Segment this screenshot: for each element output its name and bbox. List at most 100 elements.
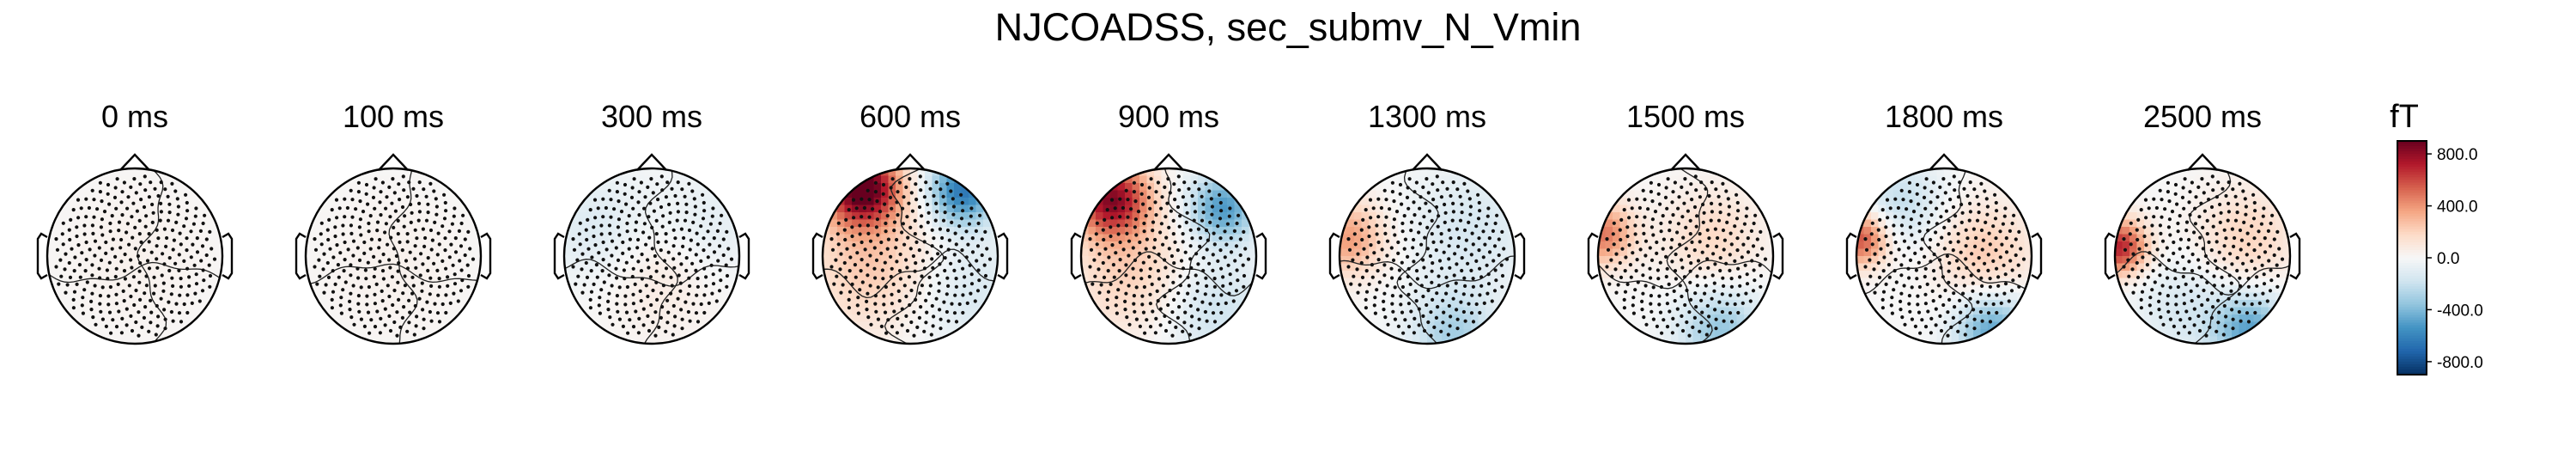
sensor-dot bbox=[444, 209, 448, 213]
topomap-cell bbox=[717, 314, 726, 323]
topomap-cell bbox=[1390, 183, 1399, 192]
sensor-dot bbox=[1443, 202, 1447, 207]
topomap-cell bbox=[1361, 241, 1370, 250]
topomap-cell bbox=[1434, 234, 1443, 242]
topomap-cell bbox=[1413, 205, 1421, 213]
topomap-cell bbox=[149, 329, 158, 338]
topomap-cell bbox=[925, 212, 933, 221]
topomap-cell bbox=[652, 256, 660, 265]
topomap-cell bbox=[1507, 256, 1515, 265]
topomap-cell bbox=[1434, 168, 1443, 177]
sensor-dot bbox=[390, 201, 394, 205]
topomap-cell bbox=[954, 198, 963, 206]
topomap-cell bbox=[666, 307, 675, 315]
topomap-cell bbox=[127, 336, 136, 344]
sensor-dot bbox=[1365, 255, 1370, 259]
sensor-dot bbox=[1116, 223, 1121, 228]
topomap-cell bbox=[91, 248, 100, 257]
topomap-cell bbox=[946, 271, 955, 279]
topomap-cell bbox=[644, 285, 653, 294]
topomap-cell bbox=[1176, 263, 1184, 272]
topomap-cell bbox=[1183, 292, 1192, 301]
sensor-dot bbox=[594, 263, 599, 267]
topomap-cell bbox=[1219, 205, 1228, 213]
sensor-dot bbox=[208, 284, 212, 289]
sensor-dot bbox=[1462, 181, 1467, 186]
topomap-cell bbox=[579, 278, 587, 286]
topomap-cell bbox=[1242, 248, 1250, 257]
topomap-cell bbox=[1198, 190, 1206, 198]
topomap-cell bbox=[1176, 256, 1184, 265]
sensor-dot bbox=[616, 258, 621, 262]
topomap-cell bbox=[1361, 183, 1370, 192]
topomap-cell bbox=[185, 219, 194, 228]
sensor-dot bbox=[373, 292, 377, 296]
topomap-cell bbox=[896, 205, 904, 213]
sensor-dot bbox=[1209, 197, 1213, 201]
topomap-cell bbox=[710, 256, 719, 265]
topomap-cell bbox=[688, 227, 696, 235]
sensor-dot bbox=[395, 310, 399, 314]
topomap-cell bbox=[306, 263, 314, 272]
sensor-dot bbox=[391, 302, 395, 308]
sensor-dot bbox=[1105, 208, 1109, 212]
topomap-cell bbox=[1463, 241, 1472, 250]
topomap-cell bbox=[844, 271, 853, 279]
topomap-cell bbox=[917, 198, 926, 206]
sensor-dot bbox=[585, 237, 589, 242]
sensor-dot bbox=[1476, 217, 1481, 221]
topomap-cell bbox=[725, 285, 733, 294]
topomap-cell bbox=[349, 300, 358, 308]
topomap-cell bbox=[83, 198, 92, 206]
topomap-cell bbox=[76, 329, 85, 338]
topomap-cell bbox=[98, 234, 106, 242]
topomap-cell bbox=[1169, 234, 1177, 242]
sensor-dot bbox=[58, 258, 63, 262]
topomap-cell bbox=[1434, 190, 1443, 198]
sensor-dot bbox=[1447, 303, 1451, 308]
topomap-cell bbox=[1190, 278, 1199, 286]
topomap-cell bbox=[320, 300, 329, 308]
topomap-cell bbox=[1471, 183, 1479, 192]
topomap-cell bbox=[1346, 263, 1355, 272]
topomap-cell bbox=[142, 183, 150, 192]
sensor-dot bbox=[1445, 186, 1449, 191]
sensor-dot bbox=[93, 239, 98, 243]
topomap-cell bbox=[379, 234, 387, 242]
sensor-dot bbox=[1093, 274, 1097, 278]
topomap-cell bbox=[644, 241, 653, 250]
sensor-dot bbox=[879, 240, 884, 245]
topomap-cell bbox=[579, 314, 587, 323]
topomap-cell bbox=[1096, 205, 1104, 213]
topomap-cell bbox=[1125, 241, 1133, 250]
topomap-cell bbox=[1492, 314, 1501, 323]
topomap-cell bbox=[717, 256, 726, 265]
sensor-dot bbox=[706, 255, 710, 259]
topomap-cell bbox=[1463, 248, 1472, 257]
topomap-cell bbox=[342, 271, 350, 279]
topomap-cell bbox=[593, 271, 602, 279]
topomap-cell bbox=[910, 336, 919, 344]
sensor-dot bbox=[1460, 256, 1464, 260]
topomap-cell bbox=[429, 256, 438, 265]
topomap-cell bbox=[1125, 234, 1133, 242]
topomap-cell bbox=[954, 227, 963, 235]
topomap-cell bbox=[327, 234, 336, 242]
topomap-cell bbox=[1463, 175, 1472, 184]
topomap-cell bbox=[91, 219, 100, 228]
topomap-cell bbox=[1398, 234, 1406, 242]
topomap-2: 300 ms bbox=[553, 99, 750, 345]
sensor-dot bbox=[1396, 251, 1400, 255]
topomap-cell bbox=[164, 241, 173, 250]
sensor-dot bbox=[335, 243, 339, 247]
sensor-dot bbox=[437, 320, 442, 324]
topomap-cell bbox=[400, 205, 409, 213]
topomap-cell bbox=[1376, 314, 1384, 323]
topomap-cell bbox=[579, 234, 587, 242]
topomap-cell bbox=[112, 278, 121, 286]
topomap-cell bbox=[873, 248, 882, 257]
topomap-cell bbox=[1242, 219, 1250, 228]
sensor-dot bbox=[936, 252, 940, 256]
topomap-cell bbox=[1354, 256, 1363, 265]
sensor-dot bbox=[147, 195, 151, 199]
